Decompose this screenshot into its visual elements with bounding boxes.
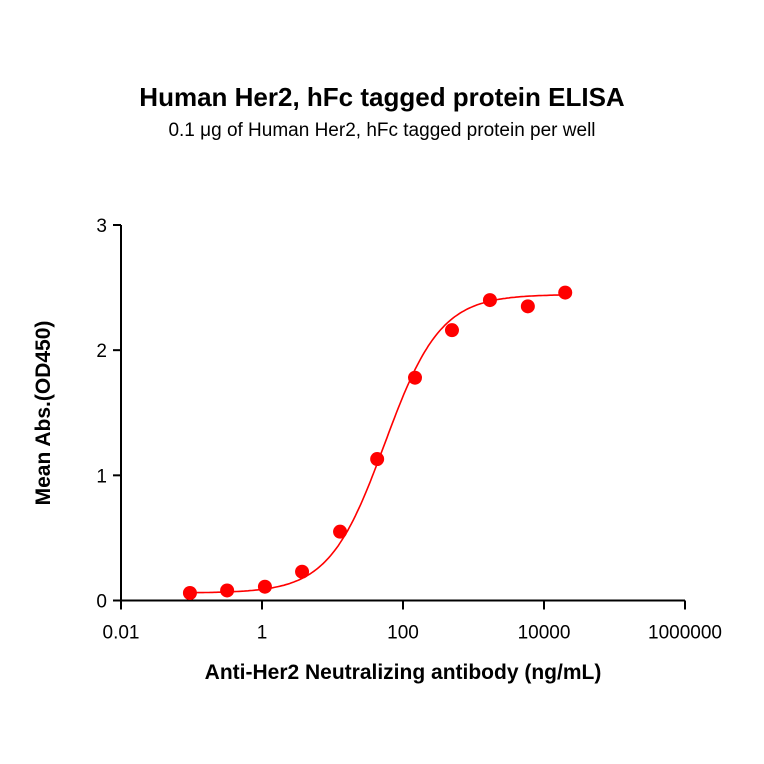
- x-tick-label: 1000000: [648, 623, 722, 644]
- data-point: [408, 370, 423, 385]
- data-point: [370, 452, 385, 467]
- x-tick-label: 1: [257, 623, 268, 644]
- x-axis-label: Anti-Her2 Neutralizing antibody (ng/mL): [205, 661, 602, 684]
- y-tick-label: 0: [96, 592, 107, 613]
- chart-subtitle: 0.1 μg of Human Her2, hFc tagged protein…: [168, 120, 596, 141]
- y-tick-label: 2: [96, 341, 107, 362]
- fit-curve: [189, 294, 566, 594]
- data-point: [520, 299, 535, 314]
- data-point: [257, 579, 272, 594]
- data-point: [220, 583, 235, 598]
- y-tick-label: 1: [96, 466, 107, 487]
- data-point: [444, 323, 459, 338]
- data-point: [295, 564, 310, 579]
- x-tick-label: 10000: [518, 623, 571, 644]
- data-point: [482, 293, 497, 308]
- data-point: [558, 285, 573, 300]
- data-points: [182, 285, 573, 600]
- data-point: [182, 585, 197, 600]
- x-tick-label: 100: [387, 623, 419, 644]
- y-tick-label: 3: [96, 216, 107, 237]
- x-tick-label: 0.01: [103, 623, 140, 644]
- data-point: [333, 524, 348, 539]
- fit-curve-group: [189, 294, 566, 594]
- axes: 0 1 2 3 0.01 1 100 10000 1000000: [96, 216, 722, 644]
- chart-title: Human Her2, hFc tagged protein ELISA: [139, 82, 625, 112]
- y-axis-label: Mean Abs.(OD450): [32, 321, 55, 506]
